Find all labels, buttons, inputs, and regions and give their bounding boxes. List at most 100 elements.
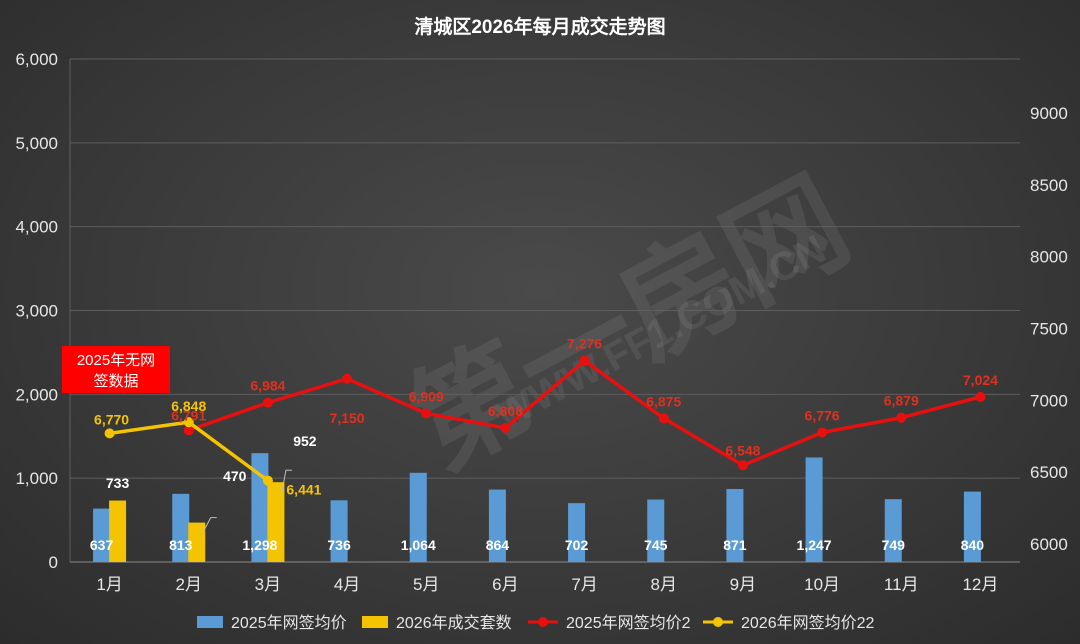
- bar-label-2025: 813: [169, 537, 193, 553]
- legend-marker: [538, 617, 548, 627]
- bars: [93, 453, 981, 562]
- line-label-2025: 7,024: [963, 372, 998, 388]
- bar-2025: [93, 508, 111, 562]
- legend: 2025年网签均价 2026年成交套数 2025年网签均价2 2026年网签均价22: [197, 614, 874, 632]
- line-label-2025: 7,150: [330, 410, 365, 426]
- x-tick-label: 10月: [804, 575, 840, 594]
- line-label-2025: 6,984: [250, 378, 285, 394]
- right-tick-label: 8500: [1030, 176, 1068, 195]
- legend-label: 2026年网签均价22: [741, 614, 874, 632]
- legend-marker: [713, 617, 723, 627]
- x-tick-label: 2月: [176, 575, 202, 594]
- x-tick-label: 12月: [962, 575, 998, 594]
- annotation-no-data: 2025年无网 签数据: [62, 346, 170, 393]
- bar-2025: [647, 499, 665, 562]
- bar-label-2025: 637: [90, 537, 114, 553]
- point-2025: [737, 460, 748, 471]
- left-tick-label: 2,000: [15, 385, 58, 404]
- bar-label-2025: 871: [723, 537, 747, 553]
- line-label-2026: 6,441: [286, 482, 321, 498]
- left-tick-label: 4,000: [15, 218, 58, 237]
- x-tick-label: 3月: [255, 575, 281, 594]
- bar-label-2025: 736: [327, 537, 351, 553]
- left-tick-label: 1,000: [15, 469, 58, 488]
- line-label-2025: 6,909: [409, 388, 444, 404]
- left-tick-label: 0: [49, 553, 58, 572]
- point-2025: [421, 408, 432, 419]
- bar-label-2025: 702: [565, 537, 589, 553]
- annotation-box: [62, 346, 170, 393]
- line-label-2025: 6,879: [884, 393, 919, 409]
- data-labels: 637 813 1,298 736 1,064 864 702 745 871 1,247 749 8…: [90, 336, 998, 553]
- right-tick-label: 9000: [1030, 104, 1068, 123]
- point-2026: [262, 475, 273, 486]
- point-2025: [500, 422, 511, 433]
- annotation-line-1: 2025年无网: [77, 352, 155, 369]
- line-label-2025: 7,276: [567, 336, 602, 352]
- line-label-2025: 6,791: [171, 407, 206, 423]
- bar-2025: [172, 493, 190, 562]
- bar-label-2025: 1,298: [242, 537, 277, 553]
- point-2026: [183, 417, 194, 428]
- bar-label-2025: 864: [486, 537, 510, 553]
- legend-swatch: [197, 616, 223, 628]
- point-2026: [104, 428, 115, 439]
- bar-2025: [726, 488, 744, 562]
- x-tick-label: 9月: [730, 575, 756, 594]
- annotation-line-2: 签数据: [93, 373, 138, 390]
- leader-line: [281, 469, 292, 493]
- x-tick-label: 4月: [334, 575, 360, 594]
- right-tick-label: 7500: [1030, 319, 1068, 338]
- line-label-2026: 6,848: [171, 398, 206, 414]
- bar-2025: [805, 457, 823, 562]
- left-tick-label: 5,000: [15, 134, 58, 153]
- bar-label-2025: 745: [644, 537, 668, 553]
- bar-label-2025: 1,064: [401, 537, 436, 553]
- line-label-2025: 6,548: [725, 442, 760, 458]
- x-tick-label: 1月: [96, 575, 122, 594]
- line-label-2025: 6,808: [488, 403, 523, 419]
- point-2025: [183, 425, 194, 436]
- right-tick-label: 8000: [1030, 248, 1068, 267]
- bar-2025: [330, 500, 348, 562]
- right-tick-label: 6500: [1030, 463, 1068, 482]
- bar-2025: [568, 503, 586, 562]
- bar-2025: [963, 491, 981, 562]
- leader-line: [202, 517, 217, 533]
- point-2025: [817, 427, 828, 438]
- point-2025: [579, 355, 590, 366]
- bar-2025: [488, 489, 506, 562]
- left-tick-label: 6,000: [15, 50, 58, 69]
- x-tick-label: 11月: [884, 575, 919, 594]
- legend-swatch: [362, 616, 388, 628]
- bar-label-2026: 952: [293, 433, 317, 449]
- left-tick-label: 3,000: [15, 302, 58, 321]
- gridlines: [69, 58, 1020, 563]
- x-tick-label: 5月: [413, 575, 439, 594]
- lines: [104, 355, 986, 486]
- bar-2026: [109, 500, 127, 562]
- bar-label-2025: 749: [882, 537, 906, 553]
- bar-label-2026: 733: [106, 475, 130, 491]
- bar-label-2025: 840: [961, 537, 985, 553]
- legend-label: 2026年成交套数: [396, 614, 512, 632]
- bar-label-2025: 1,247: [797, 537, 832, 553]
- bar-2026: [267, 482, 285, 562]
- bar-2025: [409, 472, 427, 562]
- point-2025: [896, 412, 907, 423]
- right-tick-label: 6000: [1030, 535, 1068, 554]
- bar-label-2026: 470: [223, 468, 247, 484]
- line-label-2025: 6,875: [646, 393, 681, 409]
- point-2025: [975, 391, 986, 402]
- bar-2026: [188, 522, 206, 562]
- chart-title: 清城区2026年每月成交走势图: [414, 15, 665, 38]
- point-2025: [262, 397, 273, 408]
- left-axis-ticks: 0 1,000 2,000 3,000 4,000 5,000 6,000: [15, 50, 58, 572]
- point-2025: [342, 373, 353, 384]
- legend-label: 2025年网签均价: [231, 614, 347, 632]
- legend-label: 2025年网签均价2: [566, 614, 691, 632]
- right-tick-label: 7000: [1030, 391, 1068, 410]
- bar-2025: [884, 499, 902, 562]
- x-tick-label: 6月: [492, 575, 518, 594]
